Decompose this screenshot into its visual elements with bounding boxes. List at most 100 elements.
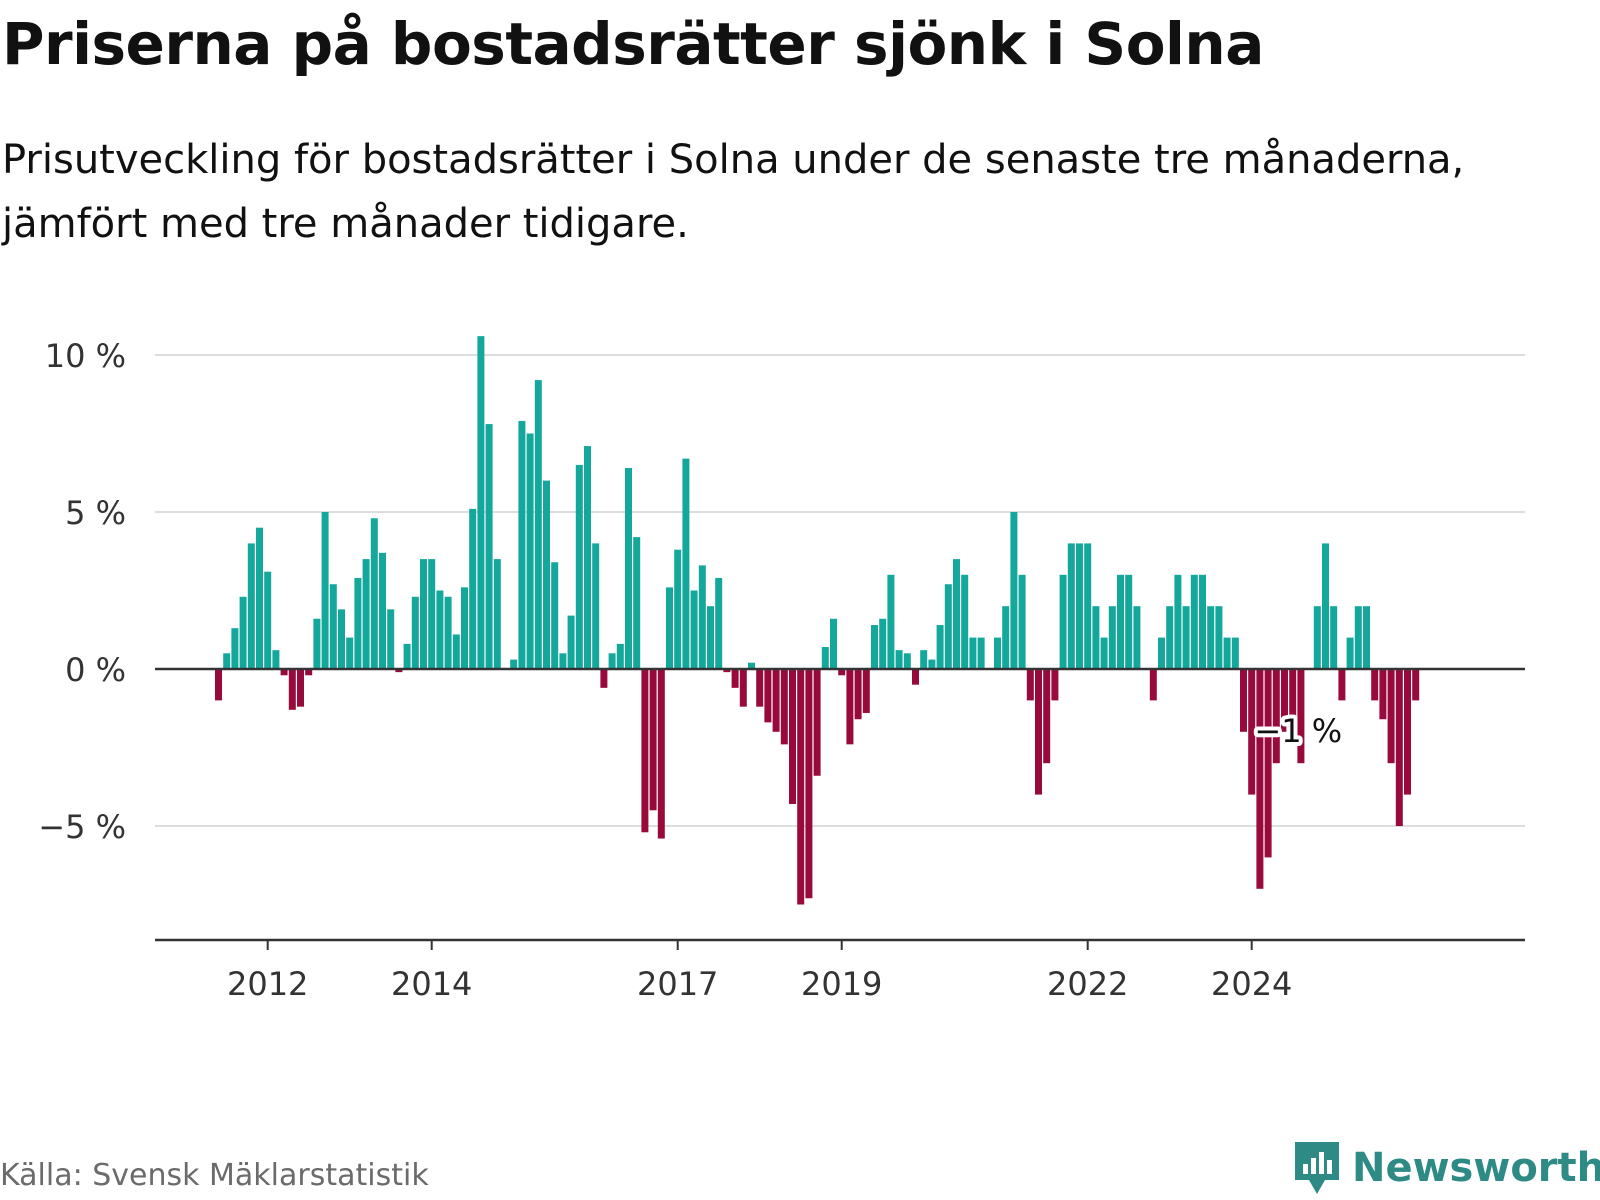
bar (1026, 669, 1034, 701)
bar (1248, 669, 1256, 795)
bar (920, 650, 928, 669)
bar (313, 618, 321, 669)
bar (1018, 574, 1026, 669)
bar (723, 669, 731, 673)
bar (1379, 669, 1387, 720)
bar (600, 669, 608, 688)
bar (526, 433, 534, 669)
bar (428, 559, 436, 669)
bar (559, 653, 567, 669)
bar (608, 653, 616, 669)
bar (543, 480, 550, 669)
source-note: Källa: Svensk Mäklarstatistik (0, 1158, 429, 1193)
bar (879, 618, 887, 669)
bar (1067, 543, 1075, 669)
bar (854, 669, 862, 720)
bar (953, 559, 960, 669)
bar (936, 625, 944, 669)
bar (1272, 669, 1280, 764)
x-tick-label: 2022 (1047, 965, 1128, 1003)
bar (772, 669, 780, 732)
bar (1043, 669, 1051, 764)
bars (215, 336, 1420, 905)
bar-chart: 10 %5 %0 %−5 % 2012 2014 2017 2019 2022 2024 … (38, 336, 1525, 1003)
bar (666, 587, 673, 669)
bar (1010, 512, 1018, 669)
bar (288, 669, 296, 710)
y-tick-label: 10 % (45, 337, 126, 375)
bar (272, 650, 280, 669)
chart-subtitle: Prisutveckling för bostadsrätter i Solna… (2, 137, 1465, 247)
bar (305, 669, 313, 676)
axes (155, 667, 1525, 942)
bar (887, 574, 895, 669)
bar (780, 669, 788, 745)
bar (452, 634, 460, 669)
bar (1322, 543, 1329, 669)
chart-title: Priserna på bostadsrätter sjönk i Solna (2, 10, 1264, 78)
bar (616, 643, 624, 669)
bar (731, 669, 739, 688)
bar (395, 669, 403, 673)
bar (1330, 606, 1338, 669)
newsworthy-brand[interactable]: Newsworthy (1292, 1140, 1600, 1196)
bar (354, 577, 362, 669)
bar (1338, 669, 1346, 701)
bar (903, 653, 911, 669)
bar (961, 574, 969, 669)
y-tick-label: 0 % (65, 651, 126, 689)
bar (280, 669, 288, 676)
bar (764, 669, 772, 723)
bar (1412, 669, 1420, 701)
bar (469, 508, 477, 669)
bar (756, 669, 764, 707)
bar (223, 653, 231, 669)
bar (1092, 606, 1100, 669)
gridlines (155, 354, 1525, 827)
bar (649, 669, 657, 811)
bar (1215, 606, 1223, 669)
bar (674, 549, 682, 669)
annotation-label: −1 % (1254, 712, 1342, 750)
bar (1117, 574, 1124, 669)
bar (411, 596, 419, 669)
bar (1223, 637, 1231, 669)
bar (370, 518, 378, 669)
bar (461, 587, 468, 669)
bar (485, 424, 493, 669)
bar (838, 669, 846, 676)
bar (1190, 574, 1198, 669)
bar (625, 468, 632, 669)
bar (928, 659, 936, 669)
bar (1207, 606, 1215, 669)
bar (534, 380, 542, 669)
y-axis-labels: 10 % 5 % 0 % −5 % (38, 337, 126, 846)
bar (1371, 669, 1379, 701)
bar (321, 512, 329, 669)
bar (362, 559, 370, 669)
bar (739, 669, 747, 707)
bar (1051, 669, 1059, 701)
bar (682, 458, 690, 669)
bar (1174, 574, 1182, 669)
bar (239, 596, 247, 669)
brand-name: Newsworthy (1352, 1145, 1600, 1191)
bar (846, 669, 854, 745)
bar (1240, 669, 1247, 732)
bar (387, 609, 395, 669)
bar (715, 577, 723, 669)
bar (264, 571, 272, 669)
x-tick-label: 2017 (637, 965, 718, 1003)
bar (1035, 669, 1042, 795)
x-axis-labels: 2012 2014 2017 2019 2022 2024 (227, 940, 1292, 1003)
bar (297, 669, 304, 707)
annotation: −1 % (1250, 708, 1346, 754)
bar (1158, 637, 1165, 669)
bar (1084, 543, 1092, 669)
bar (1149, 669, 1157, 701)
x-tick-label: 2019 (801, 965, 882, 1003)
bar (346, 637, 354, 669)
bar (575, 464, 583, 669)
bar (690, 590, 698, 669)
bar (1100, 637, 1108, 669)
